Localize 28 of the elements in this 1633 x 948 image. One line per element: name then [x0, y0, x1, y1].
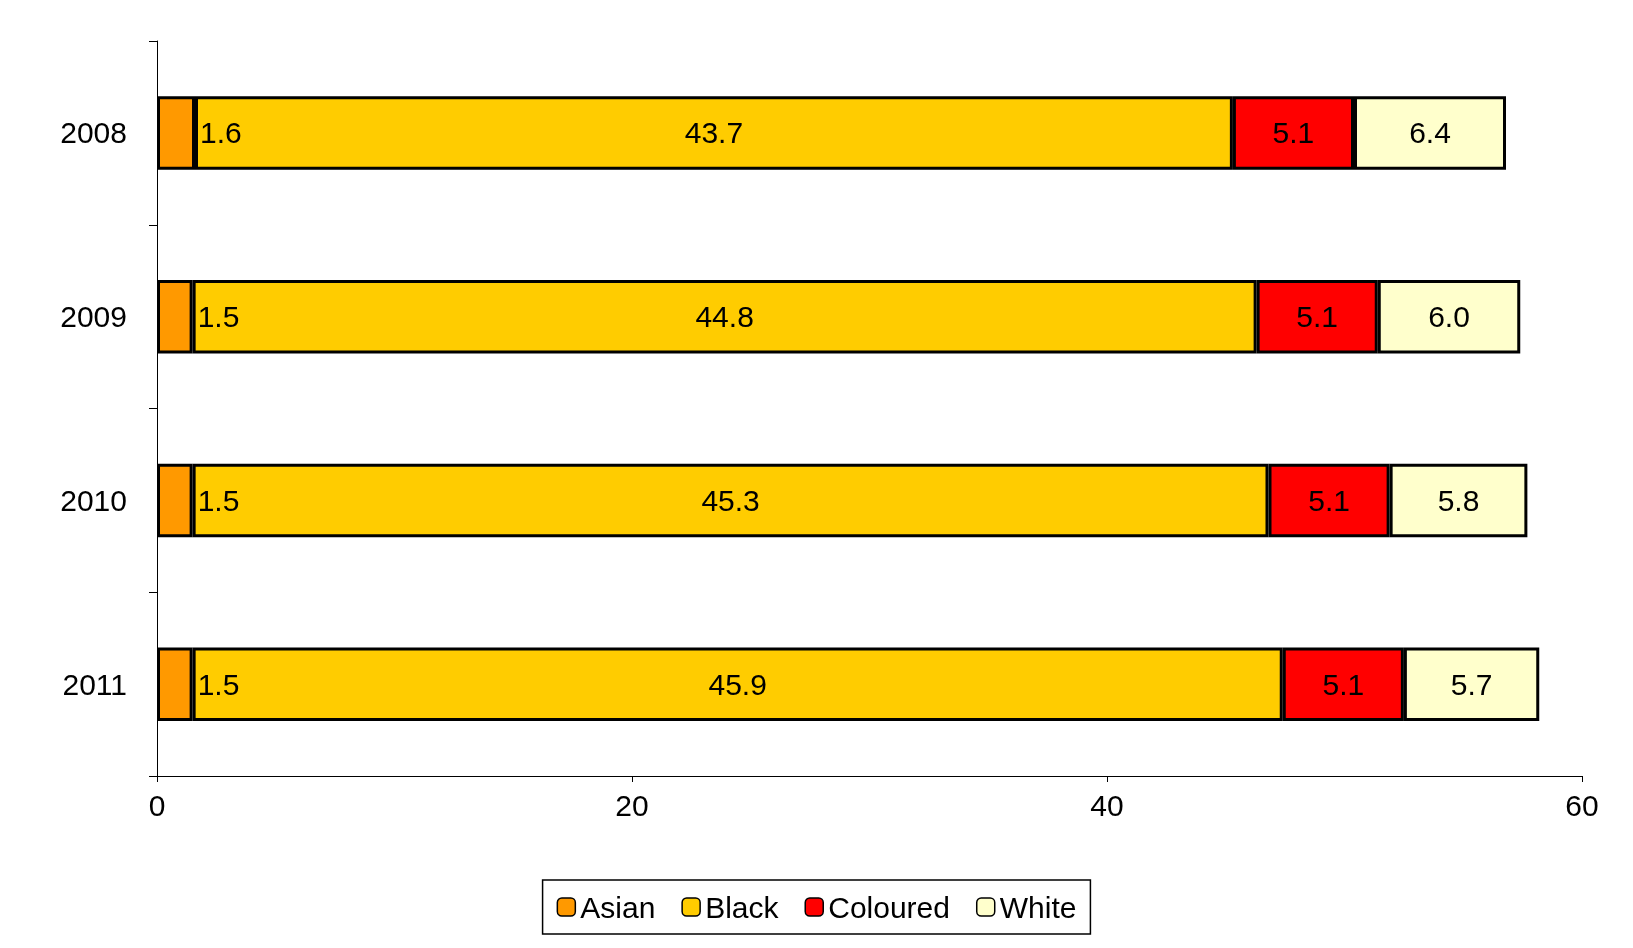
data-label: 1.5 — [197, 483, 240, 517]
data-label: 44.8 — [695, 300, 754, 334]
x-tick-label: 0 — [148, 788, 166, 822]
data-label: 5.8 — [1437, 483, 1480, 517]
y-tick-label: 2009 — [60, 300, 127, 334]
x-tick-label: 20 — [615, 788, 649, 822]
legend-label: Asian — [580, 890, 656, 924]
legend-label: Coloured — [828, 890, 950, 924]
data-label: 43.7 — [684, 116, 744, 150]
y-tick-label: 2010 — [60, 483, 127, 517]
data-label: 5.7 — [1450, 667, 1493, 701]
data-label: 5.1 — [1322, 667, 1365, 701]
data-label: 45.9 — [708, 667, 767, 701]
data-label: 45.3 — [701, 483, 760, 517]
x-tick-label: 60 — [1565, 788, 1599, 822]
data-label: 5.1 — [1308, 483, 1350, 517]
x-tick-label: 40 — [1090, 788, 1124, 822]
data-label: 6.0 — [1428, 300, 1470, 334]
data-label: 1.5 — [197, 667, 240, 701]
y-tick-label: 2011 — [62, 667, 127, 701]
legend-label: Black — [705, 890, 780, 924]
data-label: 5.1 — [1272, 116, 1315, 150]
data-label: 1.6 — [200, 116, 242, 150]
legend-label: White — [999, 890, 1077, 924]
data-label: 1.5 — [197, 300, 240, 334]
data-label: 6.4 — [1409, 116, 1451, 150]
data-label: 5.1 — [1296, 300, 1339, 334]
y-tick-label: 2008 — [60, 116, 127, 150]
